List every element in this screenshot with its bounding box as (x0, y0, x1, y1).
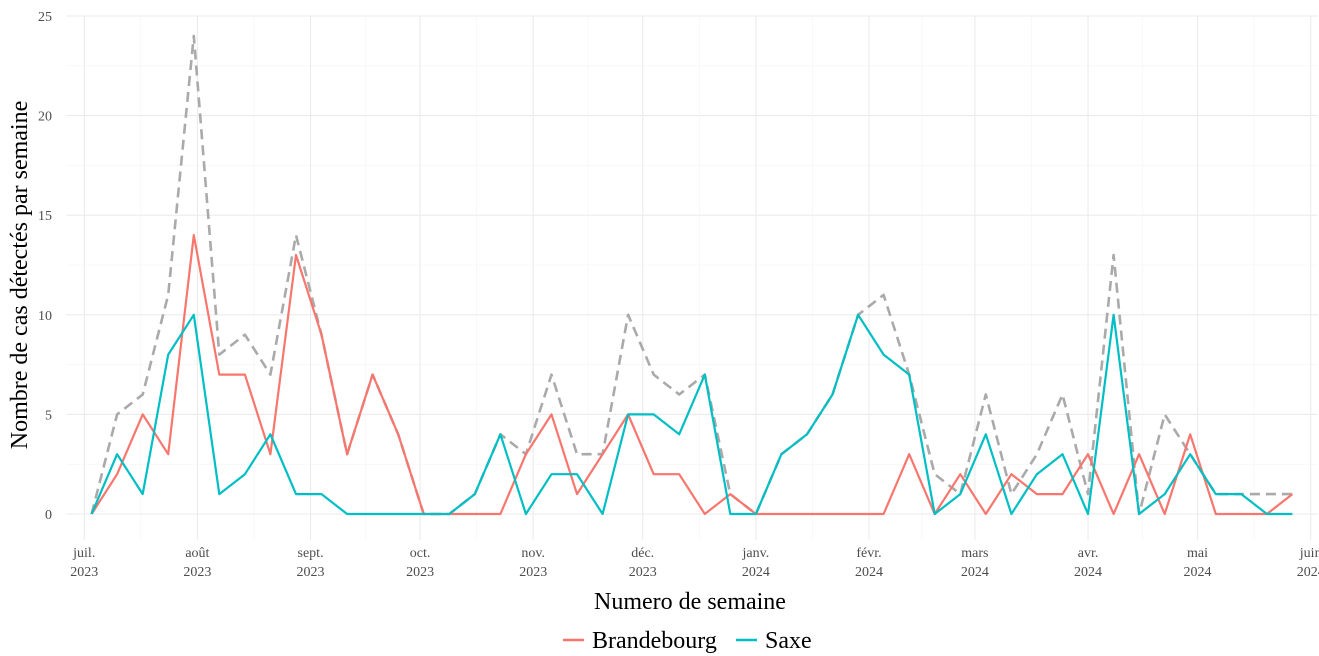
x-tick-label-month: nov. (521, 546, 545, 561)
x-tick-label-year: 2023 (519, 565, 547, 580)
series-line-saxe (90, 313, 1293, 516)
x-tick-label-year: 2023 (183, 565, 211, 580)
x-tick-label-year: 2024 (1297, 565, 1319, 580)
y-tick-label: 5 (45, 408, 52, 423)
y-axis-ticks: 0 5 10 15 20 25 (38, 10, 52, 523)
x-tick-label-month: déc. (631, 546, 654, 561)
y-tick-label: 0 (45, 508, 52, 523)
x-axis-ticks: juil. 2023 août 2023 sept. 2023 oct. 2023 nov. 20… (70, 546, 1319, 580)
x-tick-label-year: 2023 (406, 565, 434, 580)
y-tick-label: 20 (38, 110, 52, 125)
series-line-total (90, 34, 1293, 516)
x-tick-label-year: 2023 (70, 565, 98, 580)
x-tick-label-month: août (185, 546, 209, 561)
x-tick-label-year: 2024 (1184, 565, 1212, 580)
x-tick-label-year: 2023 (297, 565, 325, 580)
x-tick-label-month: juin (1299, 546, 1319, 561)
x-tick-label-year: 2024 (961, 565, 989, 580)
x-tick-label-year: 2024 (742, 565, 770, 580)
legend: Brandebourg Saxe (563, 628, 812, 654)
x-tick-label-year: 2023 (629, 565, 657, 580)
x-tick-label-month: janv. (742, 546, 770, 561)
x-axis-title: Numero de semaine (594, 589, 786, 615)
x-tick-label-month: juil. (72, 546, 95, 561)
x-tick-label-month: oct. (410, 546, 431, 561)
y-tick-label: 15 (38, 209, 52, 224)
x-tick-label-month: mars (961, 546, 988, 561)
y-axis-title: Nombre de cas détectés par semaine (7, 101, 33, 450)
grid-lines (66, 15, 1318, 540)
x-tick-label-year: 2024 (855, 565, 883, 580)
y-tick-label: 25 (38, 10, 52, 25)
y-tick-label: 10 (38, 309, 52, 324)
x-tick-label-year: 2024 (1074, 565, 1102, 580)
legend-label-brandebourg: Brandebourg (592, 628, 717, 654)
series-lines (90, 34, 1294, 516)
legend-label-saxe: Saxe (765, 628, 812, 654)
x-tick-label-month: sept. (298, 546, 324, 561)
x-tick-label-month: avr. (1078, 546, 1099, 561)
x-tick-label-month: mai (1187, 546, 1208, 561)
x-tick-label-month: févr. (856, 546, 881, 561)
series-line-brandebourg (90, 234, 1294, 516)
